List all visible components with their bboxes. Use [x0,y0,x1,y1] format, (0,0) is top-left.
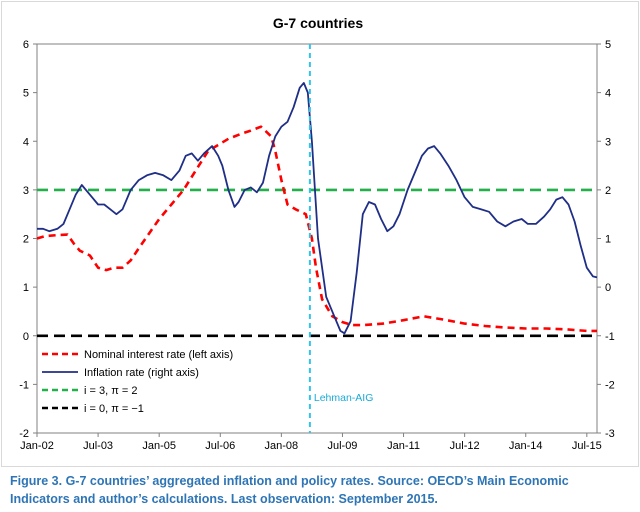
y-right-tick-label: 1 [605,234,611,246]
y-right-tick-label: -3 [605,428,615,440]
x-tick-label: Jul-15 [572,440,602,452]
y-left-tick-label: 0 [23,331,29,343]
x-tick-label: Jul-03 [83,440,113,452]
x-tick-label: Jan-11 [387,440,420,452]
y-right-tick-label: -1 [605,331,615,343]
chart-title: G-7 countries [273,15,363,31]
chart-border [1,1,639,467]
y-right-tick-label: 3 [605,136,611,148]
x-tick-label: Jan-14 [509,440,543,452]
x-tick-label: Jan-05 [142,440,176,452]
legend: Nominal interest rate (left axis) Inflati… [42,349,233,415]
y-right-tick-label: 5 [605,39,611,51]
x-tick-label: Jan-02 [20,440,54,452]
lehman-label: Lehman-AIG [314,392,374,404]
y-left-tick-label: 4 [23,136,29,148]
y-left-tick-label: 6 [23,39,29,51]
legend-label-1: Inflation rate (right axis) [84,367,199,379]
y-right-tick-label: 2 [605,185,611,197]
y-right-tick-label: 4 [605,88,611,100]
y-right-tick-label: -2 [605,379,615,391]
axes: -2 -1 0 1 2 3 4 5 6 -3 -2 -1 0 1 2 3 4 5 Jan-02 Jul-03 Jan-0… [19,39,615,452]
legend-label-0: Nominal interest rate (left axis) [84,349,233,361]
legend-label-2: i = 3, π = 2 [84,385,137,397]
x-tick-label: Jul-12 [450,440,480,452]
y-left-tick-label: 5 [23,88,29,100]
figure-caption: Figure 3. G-7 countries’ aggregated infl… [10,474,569,506]
y-left-tick-label: 1 [23,282,29,294]
series-line-0 [36,125,597,333]
y-left-tick-label: 2 [23,234,29,246]
y-left-tick-label: -1 [19,379,29,391]
x-tick-label: Jul-06 [205,440,235,452]
y-right-tick-label: 0 [605,282,611,294]
x-tick-label: Jan-08 [265,440,299,452]
x-tick-label: Jul-09 [327,440,357,452]
legend-label-3: i = 0, π = −1 [84,403,144,415]
vline-layer: Lehman-AIG [308,44,374,433]
y-left-tick-label: 3 [23,185,29,197]
y-left-tick-label: -2 [19,428,29,440]
